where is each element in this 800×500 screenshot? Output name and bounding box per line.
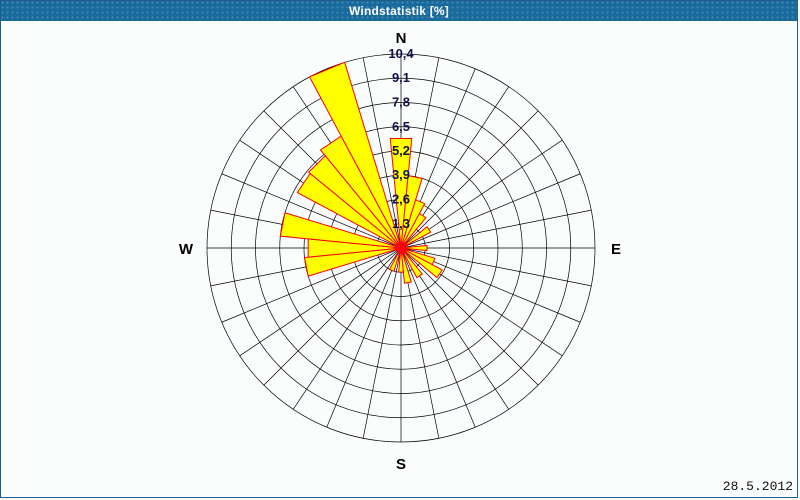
- svg-text:3,9: 3,9: [392, 167, 410, 182]
- svg-text:7,8: 7,8: [392, 95, 410, 110]
- svg-text:1,3: 1,3: [392, 216, 410, 231]
- svg-text:9,1: 9,1: [392, 70, 410, 85]
- svg-text:6,5: 6,5: [392, 119, 410, 134]
- svg-text:2,6: 2,6: [392, 192, 410, 207]
- svg-text:10,4: 10,4: [388, 46, 414, 61]
- svg-text:S: S: [396, 456, 406, 473]
- svg-text:W: W: [179, 241, 194, 258]
- svg-text:E: E: [611, 241, 621, 258]
- svg-text:5,2: 5,2: [392, 143, 410, 158]
- svg-text:N: N: [396, 30, 407, 47]
